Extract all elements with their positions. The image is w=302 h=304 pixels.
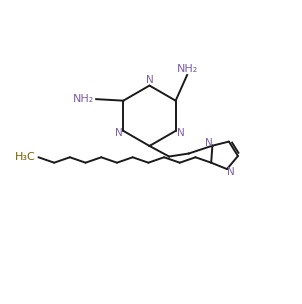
Text: N: N	[227, 167, 235, 177]
Text: H₃C: H₃C	[15, 152, 35, 162]
Text: NH₂: NH₂	[73, 94, 94, 104]
Text: N: N	[177, 128, 184, 138]
Text: N: N	[115, 128, 122, 138]
Text: N: N	[146, 75, 153, 85]
Text: NH₂: NH₂	[177, 64, 198, 74]
Text: N: N	[205, 138, 213, 148]
